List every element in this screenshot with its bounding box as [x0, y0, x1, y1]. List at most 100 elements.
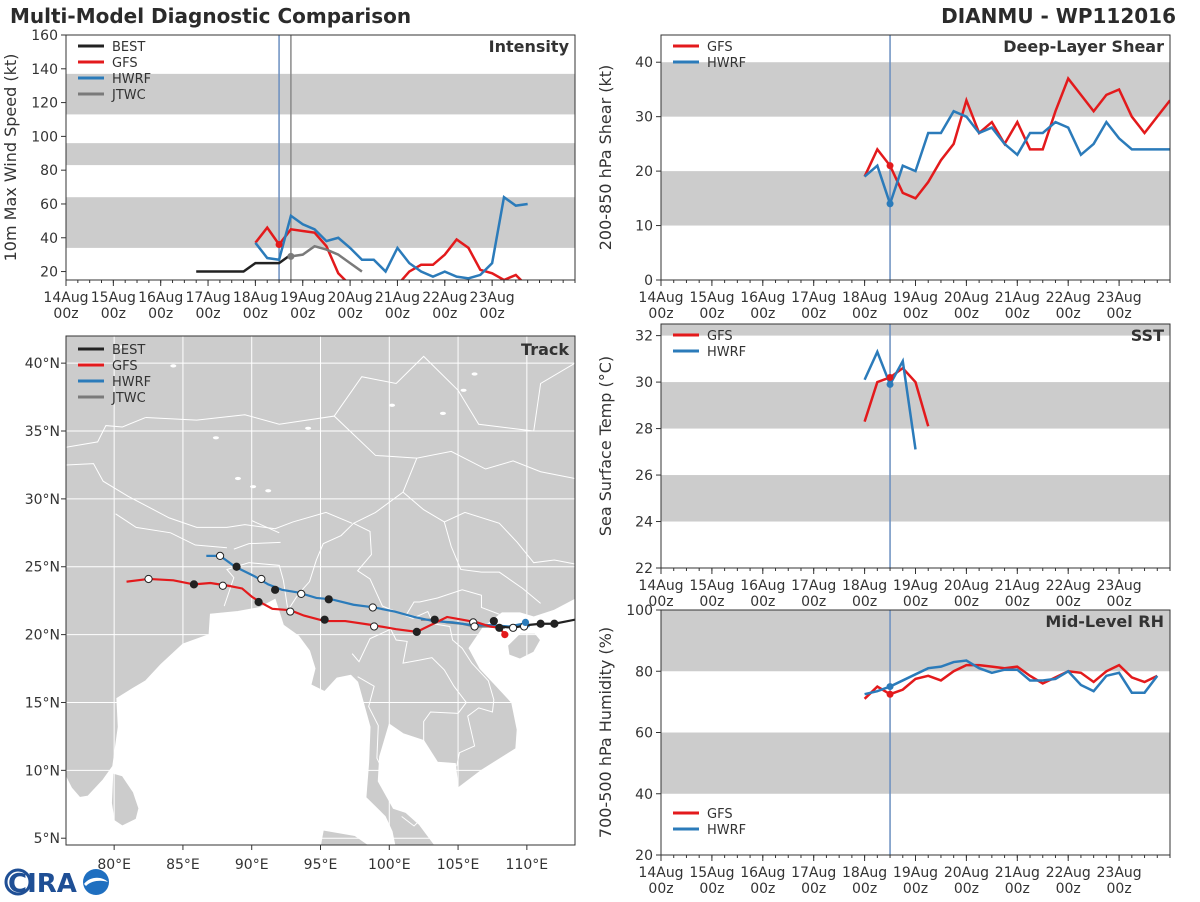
- intensity-xtick-hour: 00z: [290, 306, 315, 322]
- rh-xtick-hour: 00z: [1005, 881, 1030, 897]
- track-point-hwrf: [271, 585, 280, 594]
- intensity-xtick-date: 22Aug: [422, 290, 467, 306]
- border-1: [115, 513, 227, 549]
- track-point-hwrf: [297, 589, 306, 598]
- lake-3: [234, 476, 241, 481]
- sst-xtick-hour: 00z: [954, 594, 979, 610]
- shear-xtick-date: 15Aug: [689, 290, 734, 306]
- intensity-xtick-date: 16Aug: [138, 290, 183, 306]
- track-map: [66, 336, 575, 845]
- track-point-gfs: [501, 631, 509, 639]
- intensity-legend-gfs: GFS: [112, 56, 138, 71]
- intensity-xtick-hour: 00z: [195, 306, 220, 322]
- sst-xtick-date: 16Aug: [740, 578, 785, 594]
- rh-xtick-hour: 00z: [699, 881, 724, 897]
- intensity-frame: [65, 34, 576, 281]
- rh-ytick-label: 20: [635, 848, 653, 864]
- track-point-hwrf: [521, 618, 530, 626]
- track-xtick-label: 105°E: [437, 857, 480, 873]
- rh-band-1: [661, 610, 1170, 672]
- shear-legend-hwrf: HWRF: [707, 56, 746, 71]
- track-ytick-label: 30°N: [25, 492, 60, 508]
- track-ytick-label: 15°N: [25, 695, 60, 711]
- track-point-gfs: [370, 622, 379, 631]
- border-10: [66, 416, 146, 448]
- shear-ytick-label: 0: [644, 273, 653, 289]
- track-point-hwrf: [430, 615, 439, 624]
- intensity-xtick-hour: 00z: [53, 306, 78, 322]
- sst-xtick-date: 17Aug: [791, 578, 836, 594]
- intensity-legend-jtwc: JTWC: [111, 88, 146, 103]
- track-point-best: [536, 619, 545, 628]
- shear-band-1: [661, 62, 1170, 117]
- rh-band-0: [661, 732, 1170, 794]
- track-gfs: [126, 577, 506, 636]
- sst-xtick-hour: 00z: [1005, 594, 1030, 610]
- sst-xtick-date: 21Aug: [995, 578, 1040, 594]
- shear-marker-hwrf: [886, 200, 894, 208]
- intensity-marker-gfs: [275, 241, 283, 249]
- shear-xtick-date: 16Aug: [740, 290, 785, 306]
- intensity-ytick-label: 160: [31, 28, 58, 44]
- sst-band-1: [661, 382, 1170, 429]
- sst-panel: 22242628303214Aug00z15Aug00z16Aug00z17Au…: [596, 323, 1171, 610]
- sst-ytick-label: 26: [635, 468, 653, 484]
- rh-ylabel: 700-500 hPa Humidity (%): [596, 627, 615, 838]
- intensity-ytick-label: 40: [40, 231, 58, 247]
- shear-xtick-hour: 00z: [1005, 306, 1030, 322]
- intensity-xtick-hour: 00z: [480, 306, 505, 322]
- intensity-xtick-date: 17Aug: [185, 290, 230, 306]
- shear-xtick-hour: 00z: [1107, 306, 1132, 322]
- lake-4: [265, 489, 272, 493]
- track-xtick-label: 110°E: [506, 857, 549, 873]
- track-panel: 80°E 85°E 90°E 95°E 100°E 105°E 110°E 5°N 10°N 15…: [25, 335, 576, 873]
- track-point-gfs: [254, 597, 263, 607]
- intensity-band-2: [66, 73, 575, 115]
- rh-ytick-label: 100: [626, 603, 653, 619]
- track-ytick-label: 40°N: [25, 356, 60, 372]
- rh-xtick-hour: 00z: [954, 881, 979, 897]
- intensity-ytick-label: 20: [40, 265, 58, 281]
- rh-series-gfs: [863, 663, 1158, 700]
- shear-xtick-hour: 00z: [750, 306, 775, 322]
- rh-xtick-hour: 00z: [1056, 881, 1081, 897]
- intensity-ylabel: 10m Max Wind Speed (kt): [1, 54, 20, 262]
- shear-xtick-date: 23Aug: [1097, 290, 1142, 306]
- rh-xtick-date: 21Aug: [995, 865, 1040, 881]
- track-xtick-label: 80°E: [97, 857, 131, 873]
- sst-xtick-date: 22Aug: [1046, 578, 1091, 594]
- shear-ytick-label: 10: [635, 219, 653, 235]
- sst-ytick-label: 24: [635, 515, 653, 531]
- rh-xtick-hour: 00z: [1107, 881, 1132, 897]
- shear-ytick-label: 40: [635, 55, 653, 71]
- sst-legend-hwrf: HWRF: [707, 345, 746, 360]
- intensity-xtick-date: 19Aug: [280, 290, 325, 306]
- track-ytick-label: 20°N: [25, 628, 60, 644]
- shear-xtick-date: 21Aug: [995, 290, 1040, 306]
- intensity-legend-hwrf: HWRF: [112, 72, 151, 87]
- shear-xtick-hour: 00z: [954, 306, 979, 322]
- intensity-panel: 2040608010012014016014Aug00z15Aug00z16Au…: [1, 28, 576, 322]
- track-xtick-label: 90°E: [235, 857, 269, 873]
- sst-xtick-date: 23Aug: [1097, 578, 1142, 594]
- track-point-hwrf: [324, 595, 333, 604]
- track-point-gfs: [144, 574, 153, 584]
- sst-xtick-hour: 00z: [750, 594, 775, 610]
- province-line-3: [145, 414, 417, 459]
- intensity-xtick-hour: 00z: [101, 306, 126, 322]
- track-xtick-label: 95°E: [304, 857, 338, 873]
- rh-marker-gfs: [886, 690, 894, 698]
- lake-0: [118, 345, 125, 349]
- rh-xtick-date: 14Aug: [638, 865, 683, 881]
- province-line-1: [443, 521, 541, 604]
- sst-xtick-hour: 00z: [1107, 594, 1132, 610]
- intensity-band-1: [66, 143, 575, 166]
- border-6: [357, 676, 389, 782]
- sst-ytick-label: 22: [635, 561, 653, 577]
- track-ytick-label: 35°N: [25, 424, 60, 440]
- sst-xtick-hour: 00z: [852, 594, 877, 610]
- cira-logo: CIRA: [4, 866, 114, 902]
- intensity-xtick-date: 14Aug: [43, 290, 88, 306]
- sst-xtick-hour: 00z: [903, 594, 928, 610]
- intensity-xtick-date: 20Aug: [328, 290, 373, 306]
